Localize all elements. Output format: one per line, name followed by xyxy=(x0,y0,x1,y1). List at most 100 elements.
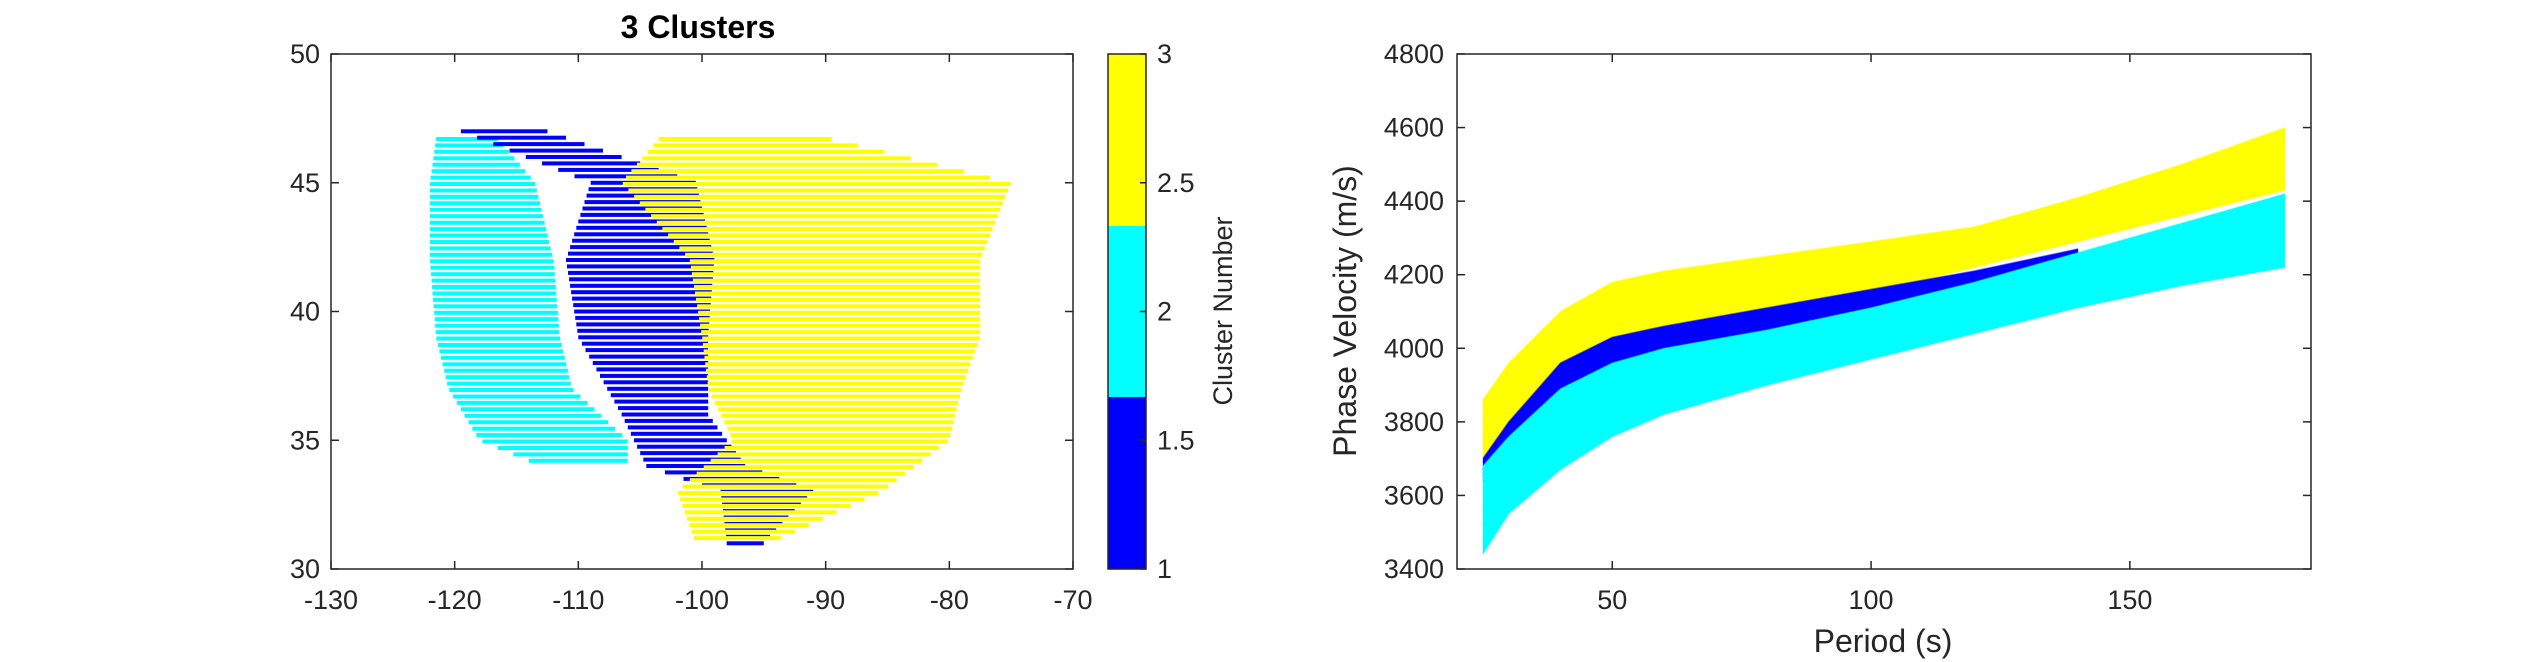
cluster-2-row-39 xyxy=(449,388,574,392)
cluster-2-row-42 xyxy=(460,407,595,412)
map-y-tick-label-40: 40 xyxy=(290,297,320,327)
cluster-1-row-6 xyxy=(558,167,659,172)
map-x-ticks: -130 -120 -110 -100 -90 -80 -70 xyxy=(304,54,1093,615)
band-cluster-2 xyxy=(1482,193,2286,555)
map-x-tick-label--90: -90 xyxy=(806,585,845,615)
colorbar-tick-label-1: 1 xyxy=(1157,554,1172,584)
cluster-3-row-39 xyxy=(708,388,962,392)
colorbar-segment-1 xyxy=(1108,397,1146,569)
cluster-1-row-33 xyxy=(581,341,709,346)
cluster-1-row-64 xyxy=(726,541,764,546)
cluster-1-row-48 xyxy=(634,438,727,443)
map-y-tick-label-45: 45 xyxy=(290,168,320,198)
cluster-3-row-19 xyxy=(689,259,981,264)
band-3-curve-4 xyxy=(1482,147,2286,433)
cluster-3-row-8 xyxy=(628,188,1009,193)
cluster-3-row-38 xyxy=(707,381,964,386)
cluster-1-row-3 xyxy=(509,148,603,153)
cluster-3-row-1 xyxy=(653,143,859,148)
band-area-cluster-3 xyxy=(1482,127,2286,496)
cluster-3-row-62 xyxy=(694,536,782,541)
cluster-1-row-47 xyxy=(630,431,723,436)
cluster-3-row-7 xyxy=(622,182,1011,186)
cluster-3-row-43 xyxy=(721,413,956,418)
cluster-1-row-0 xyxy=(460,129,548,134)
cluster-2-row-40 xyxy=(453,394,581,399)
band-2-curve-3 xyxy=(1482,229,2286,511)
cluster-1-row-19 xyxy=(568,251,713,256)
phase-velocity-panel: 50 100 150 3400 3600 3800 4000 4200 4400 4600 480… xyxy=(1327,39,2312,659)
cluster-2-row-26 xyxy=(433,304,558,309)
cluster-3-row-46 xyxy=(730,433,951,438)
cluster-3-row-25 xyxy=(696,297,981,302)
cluster-1-row-23 xyxy=(569,277,713,282)
cluster-1-row-16 xyxy=(574,232,709,237)
cluster-2-row-45 xyxy=(472,426,616,431)
cluster-1-row-4 xyxy=(525,155,622,159)
cluster-2-row-8 xyxy=(429,188,537,193)
cluster-3-row-26 xyxy=(697,304,981,309)
cluster-2-row-36 xyxy=(444,368,568,373)
cluster-3-row-57 xyxy=(682,503,851,508)
cluster-3-row-28 xyxy=(699,317,981,322)
cluster-2-row-4 xyxy=(432,162,520,167)
cluster-1-row-13 xyxy=(580,212,704,217)
map-title: 3 Clusters xyxy=(621,9,776,45)
cluster-1-row-35 xyxy=(589,354,709,359)
cluster-map-points xyxy=(429,129,1011,546)
cluster-2-row-38 xyxy=(447,381,571,386)
cluster-3-row-47 xyxy=(731,439,948,444)
cluster-3-row-14 xyxy=(662,227,993,232)
cluster-1-row-49 xyxy=(637,444,732,449)
cluster-1-row-29 xyxy=(575,315,710,320)
line-x-tick-label-100: 100 xyxy=(1849,585,1894,615)
line-y-tick-label-4400: 4400 xyxy=(1384,186,1444,216)
cluster-1-row-42 xyxy=(614,399,709,404)
cluster-2-row-15 xyxy=(429,233,548,238)
cluster-1-row-44 xyxy=(621,412,709,417)
cluster-3-row-44 xyxy=(724,420,954,425)
cluster-3-row-33 xyxy=(703,349,976,354)
cluster-3-row-55 xyxy=(677,491,879,495)
cluster-1-row-39 xyxy=(603,380,709,385)
cluster-3-row-20 xyxy=(690,265,981,270)
cluster-3-row-61 xyxy=(691,529,795,534)
cluster-1-row-52 xyxy=(646,464,746,468)
map-x-tick-label--80: -80 xyxy=(930,585,969,615)
cluster-1-row-50 xyxy=(640,451,736,456)
cluster-3-row-21 xyxy=(691,272,981,277)
line-y-tick-label-4200: 4200 xyxy=(1384,260,1444,290)
cluster-1-row-41 xyxy=(610,393,709,398)
cluster-2-row-0 xyxy=(436,137,498,141)
cluster-2-row-14 xyxy=(429,227,547,232)
cluster-3-row-16 xyxy=(673,240,988,244)
cluster-1-row-25 xyxy=(571,290,712,295)
cluster-1-row-43 xyxy=(618,406,709,411)
cluster-2-row-9 xyxy=(429,194,539,199)
cluster-3-row-5 xyxy=(631,169,964,174)
cluster-3-row-32 xyxy=(702,343,978,347)
cluster-2-row-21 xyxy=(431,272,555,277)
cluster-3-row-24 xyxy=(695,291,981,296)
map-x-tick-label--130: -130 xyxy=(304,585,358,615)
cluster-2-row-29 xyxy=(435,323,559,328)
cluster-3-row-4 xyxy=(636,162,938,167)
cluster-2-row-3 xyxy=(433,156,515,161)
cluster-1-row-46 xyxy=(627,425,718,430)
cluster-3-row-18 xyxy=(685,252,983,257)
cluster-3-row-50 xyxy=(710,458,923,463)
colorbar-tick-label-1.5: 1.5 xyxy=(1157,425,1195,455)
cluster-3-row-51 xyxy=(703,465,914,470)
cluster-1-row-7 xyxy=(574,174,678,179)
cluster-2-row-49 xyxy=(513,452,628,457)
line-y-tick-label-3600: 3600 xyxy=(1384,480,1444,510)
cluster-1-row-32 xyxy=(578,335,709,340)
cluster-3-row-12 xyxy=(651,214,998,219)
cluster-1-row-21 xyxy=(567,264,714,269)
cluster-1-row-20 xyxy=(566,258,715,262)
cluster-1-row-28 xyxy=(574,309,711,314)
cluster-2-row-25 xyxy=(433,297,557,302)
line-y-tick-label-3800: 3800 xyxy=(1384,407,1444,437)
cluster-3-row-27 xyxy=(698,310,981,315)
